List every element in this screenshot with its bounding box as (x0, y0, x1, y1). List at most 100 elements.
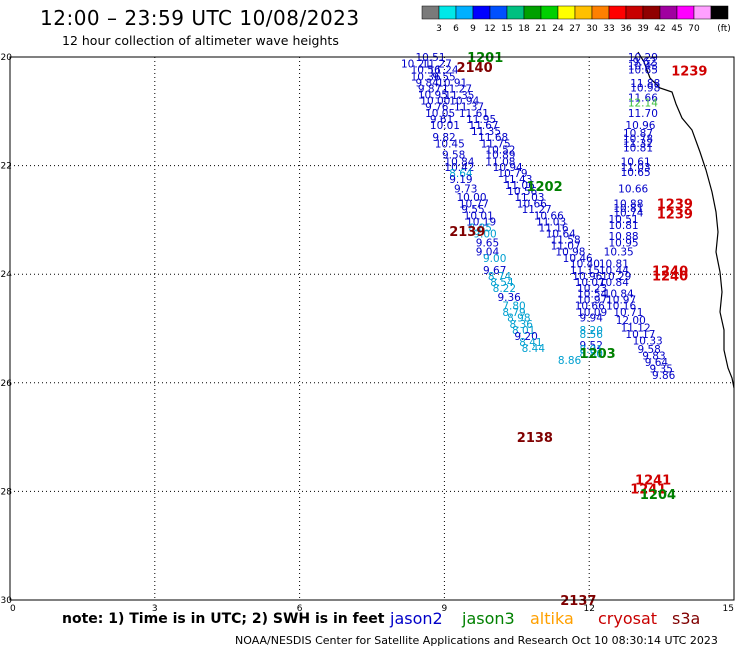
legend-item-altika: altika (530, 609, 574, 628)
swh-value: 11.32 (623, 138, 653, 150)
swh-value: 10.33 (633, 335, 663, 347)
colorbar-label: 36 (620, 24, 632, 34)
colorbar-swatch (608, 5, 627, 20)
swh-value: 8.86 (558, 355, 582, 367)
swh-value: 9.58 (442, 150, 465, 162)
colorbar-units: (ft) (717, 24, 731, 34)
colorbar-label: 24 (552, 24, 564, 34)
swh-value: 11.03 (514, 192, 544, 204)
swh-value: 11.37 (454, 101, 484, 113)
swh-value: 9.76 (425, 101, 449, 113)
swh-value: 9.00 (473, 228, 496, 240)
footer-note: note: 1) Time is in UTC; 2) SWH is in fe… (62, 611, 385, 627)
colorbar-swatch (540, 5, 559, 20)
pass-label: 1240 (652, 269, 688, 284)
footer-credit: NOAA/NESDIS Center for Satellite Applica… (235, 634, 718, 647)
swh-value: 9.36 (497, 292, 521, 304)
swh-value: 10.84 (604, 289, 634, 301)
swh-value: 11.66 (628, 93, 658, 105)
swh-value: 9.58 (637, 344, 660, 356)
swh-value: 9.19 (449, 174, 472, 186)
swh-value: 8.74 (488, 271, 512, 283)
swh-value: 11.70 (628, 108, 658, 120)
swh-value: 10.98 (630, 82, 660, 94)
colorbar-swatch (659, 5, 678, 20)
swh-value: 12.14 (628, 98, 658, 110)
chart-title: 12:00 – 23:59 UTC 10/08/2023 (40, 6, 360, 30)
swh-value: 9.67 (483, 265, 506, 277)
swh-value: 9.65 (476, 238, 499, 250)
swh-value: 10.09 (577, 307, 607, 319)
pass-label: 1203 (580, 347, 616, 362)
colorbar-swatch (472, 5, 491, 20)
swh-value: 9.87 (418, 83, 441, 95)
swh-value: 10.21 (401, 59, 431, 71)
pass-label: 2137 (560, 594, 596, 609)
swh-value: 9.82 (432, 132, 455, 144)
swh-value: 10.64 (546, 228, 576, 240)
swh-value: 10.40 (570, 258, 600, 270)
swh-value: 10.71 (613, 307, 643, 319)
swh-value: 11.95 (466, 114, 496, 126)
colorbar-swatch (591, 5, 610, 20)
swh-value: 9.55 (432, 72, 455, 84)
pass-label: 1239 (657, 207, 693, 222)
colorbar-label: 45 (671, 24, 682, 34)
swh-value: 9.52 (580, 340, 603, 352)
swh-value: 7.80 (502, 301, 525, 313)
plot-frame (9, 56, 735, 601)
swh-value: 8.01 (580, 344, 603, 356)
swh-value: 9.62 (633, 56, 656, 68)
x-tick-labels: 0 3 6 9 12 15 (10, 604, 734, 614)
swh-value: 8.41 (519, 337, 542, 349)
swh-value: 10.94 (449, 95, 479, 107)
swh-value: 11.27 (442, 83, 472, 95)
swh-value: 11.35 (471, 126, 501, 138)
colorbar-swatch (421, 5, 440, 20)
x-tick-label: 6 (297, 604, 303, 614)
colorbar-swatch (438, 5, 457, 20)
x-tick-label: 15 (723, 604, 734, 614)
swh-value: 10.66 (575, 301, 605, 313)
pass-label: 1201 (467, 51, 503, 66)
pass-label: 2138 (517, 431, 553, 446)
swh-value: 10.51 (415, 52, 445, 64)
swh-value: 10.81 (623, 143, 653, 155)
swh-value: 10.00 (420, 95, 450, 107)
swh-value: 10.95 (418, 89, 448, 101)
colorbar-swatch (506, 5, 525, 20)
swh-value: 10.19 (466, 217, 496, 229)
coastline (637, 51, 735, 389)
swh-value: 11.06 (505, 180, 535, 192)
colorbar-label: 18 (518, 24, 530, 34)
swh-value: 9.55 (461, 204, 484, 216)
swh-value: 12.00 (616, 315, 646, 327)
x-tick-label: 3 (152, 604, 158, 614)
pass-label: 1202 (526, 180, 562, 195)
legend-item-s3a: s3a (672, 609, 701, 628)
swh-value: 8.79 (502, 307, 525, 319)
swh-value: 8.98 (507, 313, 530, 325)
colorbar-label: 15 (501, 24, 512, 34)
swh-value: 10.96 (572, 271, 602, 283)
swh-value: 8.20 (580, 325, 603, 337)
swh-value: 11.07 (551, 240, 581, 252)
colorbar-label: 12 (484, 24, 495, 34)
swh-value: 10.89 (485, 150, 515, 162)
colorbar-label: 21 (535, 24, 546, 34)
swh-value: 11.03 (536, 217, 566, 229)
swh-value: 10.36 (411, 72, 441, 84)
swh-value: 8.44 (522, 343, 546, 355)
swh-value: 10.44 (599, 265, 629, 277)
swh-value: 10.29 (628, 52, 658, 64)
swh-value: 10.94 (493, 162, 523, 174)
swh-value: 10.66 (534, 211, 564, 223)
colorbar-label: 39 (637, 24, 649, 34)
colorbar-label: 42 (654, 24, 665, 34)
swh-value: 10.78 (623, 133, 653, 145)
swh-value: 11.15 (570, 265, 600, 277)
swh-value: 10.17 (625, 329, 655, 341)
swh-value: 9.20 (514, 331, 537, 343)
pass-label: 1240 (652, 264, 688, 279)
